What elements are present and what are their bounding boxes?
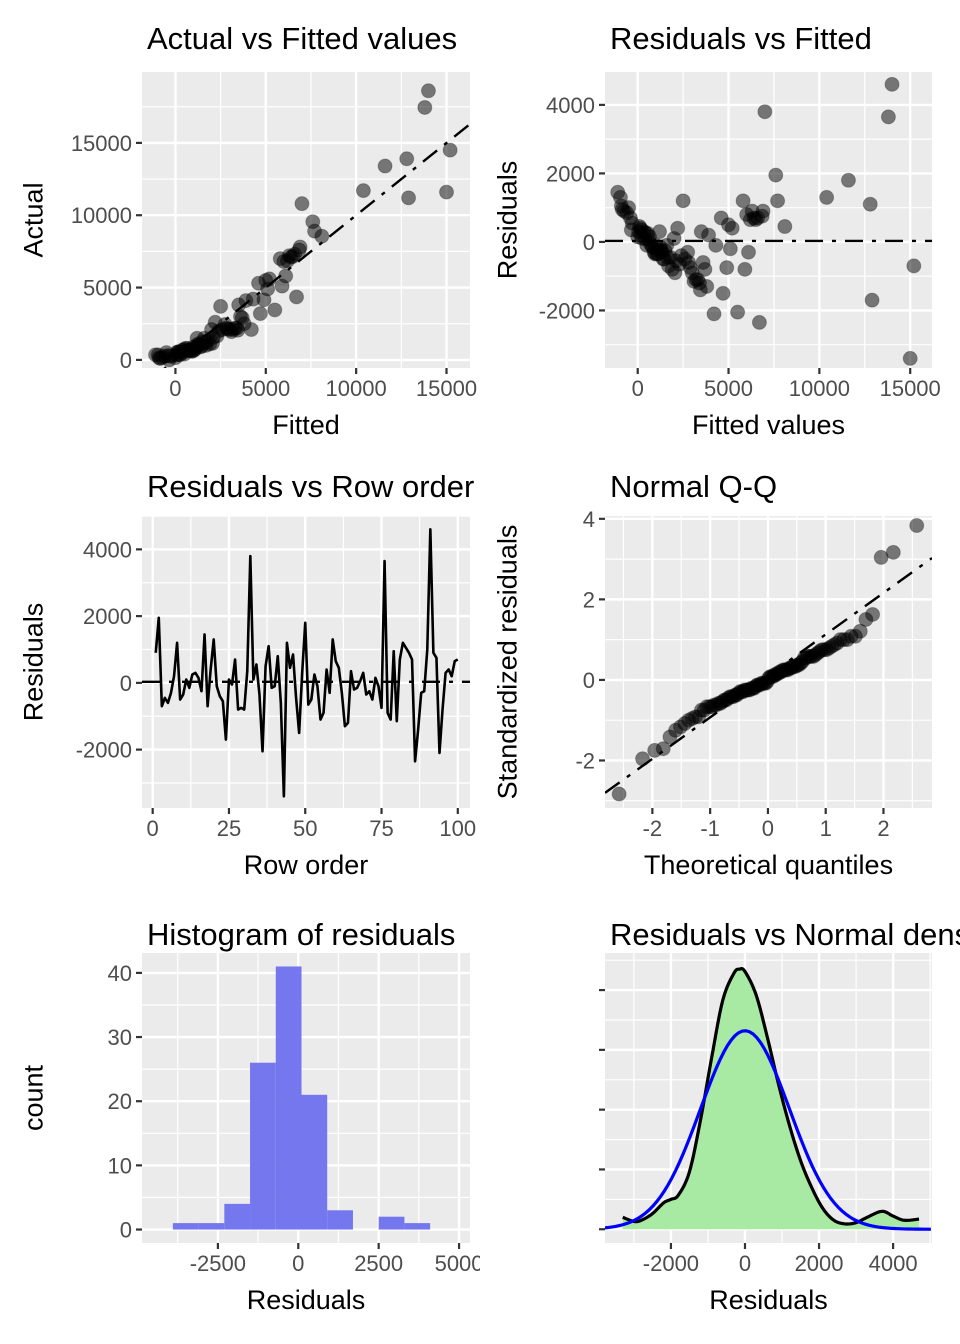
svg-text:10: 10 <box>108 1153 132 1178</box>
svg-text:4: 4 <box>583 507 595 532</box>
svg-text:0: 0 <box>632 376 644 401</box>
svg-text:2500: 2500 <box>354 1251 403 1276</box>
x-axis-label: Theoretical quantiles <box>643 850 894 880</box>
x-axis-label: Residuals <box>246 1285 366 1315</box>
svg-text:5000: 5000 <box>704 376 753 401</box>
svg-text:2: 2 <box>877 816 889 841</box>
svg-text:-2: -2 <box>643 816 663 841</box>
svg-text:-2: -2 <box>575 748 595 773</box>
residuals-vs-row-order-canvas: 0 25 50 75 100 -2000 0 2000 4000 <box>76 515 476 841</box>
x-axis-label: Residuals <box>709 1285 828 1315</box>
svg-text:10000: 10000 <box>789 376 850 401</box>
svg-text:15000: 15000 <box>71 131 132 156</box>
svg-text:2000: 2000 <box>546 161 595 186</box>
residuals-vs-normal-density-canvas: -2000 0 2000 4000 <box>599 953 932 1276</box>
svg-text:0: 0 <box>739 1251 751 1276</box>
chart-title: Residuals vs Fitted <box>610 21 872 56</box>
svg-text:0: 0 <box>762 816 774 841</box>
svg-text:0: 0 <box>120 671 132 696</box>
svg-text:30: 30 <box>108 1025 132 1050</box>
svg-text:0: 0 <box>120 1218 132 1243</box>
chart-title: Residuals vs Row order <box>147 469 475 504</box>
chart-histogram-of-residuals: Histogram of residuals count Residuals -… <box>0 896 480 1344</box>
svg-text:-2500: -2500 <box>190 1251 246 1276</box>
svg-text:2: 2 <box>583 587 595 612</box>
svg-text:10000: 10000 <box>326 376 387 401</box>
svg-text:0: 0 <box>583 668 595 693</box>
svg-text:5000: 5000 <box>435 1251 480 1276</box>
chart-residuals-vs-fitted: Residuals vs Fitted Residuals Fitted val… <box>480 0 960 448</box>
svg-text:1: 1 <box>820 816 832 841</box>
svg-text:2000: 2000 <box>83 604 132 629</box>
chart-title: Histogram of residuals <box>147 917 456 952</box>
svg-text:75: 75 <box>369 816 393 841</box>
svg-text:15000: 15000 <box>880 376 941 401</box>
histogram-of-residuals-canvas: -2500 0 2500 5000 0 10 20 30 40 <box>108 953 480 1276</box>
svg-text:20: 20 <box>108 1089 132 1114</box>
svg-text:-1: -1 <box>700 816 720 841</box>
svg-text:4000: 4000 <box>546 93 595 118</box>
svg-text:2000: 2000 <box>795 1251 844 1276</box>
svg-text:-2000: -2000 <box>539 298 595 323</box>
svg-text:5000: 5000 <box>241 376 290 401</box>
svg-text:0: 0 <box>147 816 159 841</box>
chart-title: Normal Q-Q <box>610 469 778 504</box>
x-axis-label: Fitted <box>272 410 340 440</box>
svg-text:25: 25 <box>217 816 241 841</box>
chart-residuals-vs-row-order: Residuals vs Row order Residuals Row ord… <box>0 448 480 896</box>
actual-vs-fitted-canvas: 0 5000 10000 15000 0 5000 10000 15000 <box>71 72 477 401</box>
svg-text:50: 50 <box>293 816 317 841</box>
chart-title: Actual vs Fitted values <box>147 21 458 56</box>
svg-text:0: 0 <box>120 348 132 373</box>
svg-text:100: 100 <box>439 816 476 841</box>
chart-residuals-vs-normal-density: Residuals vs Normal density Residuals -2… <box>480 896 960 1344</box>
svg-text:-2000: -2000 <box>76 738 132 763</box>
svg-text:0: 0 <box>583 230 595 255</box>
svg-text:-2000: -2000 <box>643 1251 699 1276</box>
chart-title: Residuals vs Normal density <box>610 917 960 952</box>
svg-text:4000: 4000 <box>83 537 132 562</box>
x-axis-label: Fitted values <box>691 410 846 440</box>
normal-qq-canvas: -2 -1 0 1 2 -2 0 2 4 <box>575 507 932 841</box>
svg-text:5000: 5000 <box>83 276 132 301</box>
svg-text:15000: 15000 <box>416 376 477 401</box>
chart-normal-qq: Normal Q-Q Standardized residuals Theore… <box>480 448 960 896</box>
svg-text:10000: 10000 <box>71 203 132 228</box>
residuals-vs-fitted-canvas: 0 5000 10000 15000 -2000 0 2000 4000 <box>539 72 941 401</box>
svg-text:40: 40 <box>108 961 132 986</box>
svg-text:4000: 4000 <box>869 1251 918 1276</box>
x-axis-label: Row order <box>243 850 369 880</box>
svg-text:0: 0 <box>169 376 181 401</box>
svg-text:0: 0 <box>292 1251 304 1276</box>
